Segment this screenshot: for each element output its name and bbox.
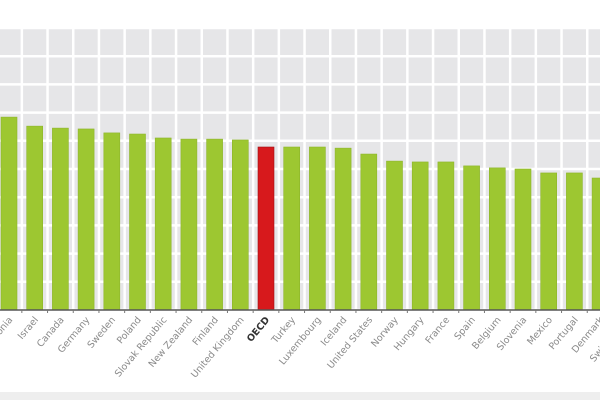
bar xyxy=(283,146,301,311)
footer-strip xyxy=(0,392,600,400)
bar xyxy=(463,165,480,311)
bar xyxy=(206,138,223,311)
bar xyxy=(540,172,558,311)
x-tick-label: Sweden xyxy=(86,315,119,351)
bar xyxy=(26,125,44,311)
x-tick-labels: Estonia IsraelCanadaGermanySwedenPolandSl… xyxy=(0,310,600,380)
bar xyxy=(488,167,506,311)
x-tick-label: Estonia xyxy=(0,315,15,349)
bar xyxy=(232,139,249,311)
grid xyxy=(0,26,600,312)
x-tick-label: France xyxy=(423,315,452,346)
x-tick-label: Spain xyxy=(452,315,477,342)
bar xyxy=(129,133,146,311)
bar xyxy=(514,168,532,311)
bar xyxy=(360,153,378,311)
bar xyxy=(0,116,18,311)
bar-oecd xyxy=(257,146,275,311)
bars xyxy=(0,116,600,311)
bar xyxy=(52,127,69,311)
bar xyxy=(103,132,121,311)
bar xyxy=(180,138,198,311)
bar xyxy=(154,137,172,311)
bar xyxy=(437,161,455,311)
bar xyxy=(411,161,429,311)
bar xyxy=(386,160,403,311)
x-tick-label: Israel xyxy=(16,315,41,342)
bar xyxy=(309,146,326,311)
bar xyxy=(77,128,95,311)
bar xyxy=(591,177,600,311)
bar xyxy=(334,147,352,311)
bar xyxy=(566,172,583,311)
x-tick-label: OECD xyxy=(245,315,272,345)
